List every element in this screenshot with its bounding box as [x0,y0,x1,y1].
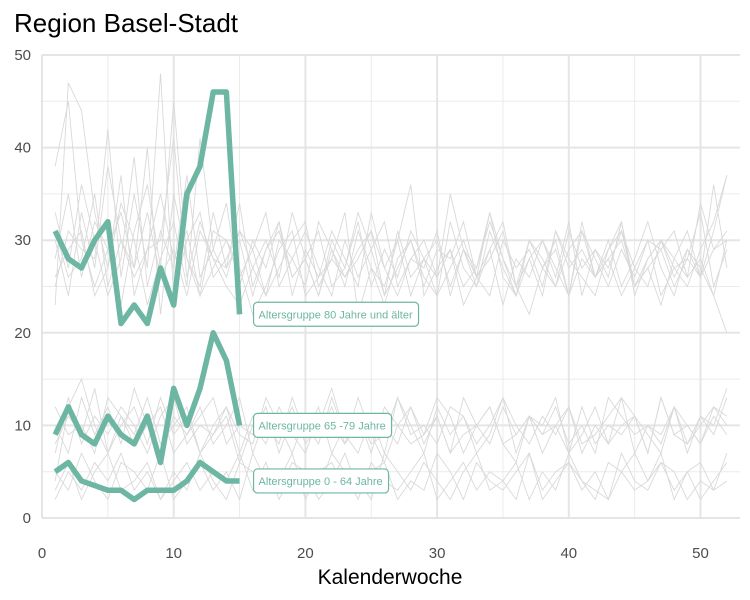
y-tick-label: 10 [14,417,31,434]
x-tick-label: 0 [38,545,46,562]
highlight-series-line [52,330,243,466]
x-tick-label: 10 [165,545,182,562]
background-series-line [54,175,728,298]
y-tick-label: 0 [23,510,31,527]
series-label-box [252,412,393,438]
background-series-line [54,451,728,501]
x-axis-label: Kalenderwoche [318,566,463,589]
grid-lines [41,54,740,519]
background-series-line [54,138,728,306]
series-label-text: Altersgruppe 80 Jahre und älter [259,309,413,321]
series-label-box [252,301,420,327]
x-tick-label: 20 [297,545,314,562]
series-label-box [252,468,390,494]
highlight-series-lines [52,89,243,503]
series-label: Altersgruppe 65 -79 Jahre [252,412,393,438]
axis-tick-labels: 0 10 20 30 40 50 0 10 20 30 40 50 [14,47,709,562]
y-tick-label: 30 [14,232,31,249]
x-tick-label: 40 [560,545,577,562]
background-series-line [54,451,728,501]
series-label: Altersgruppe 0 - 64 Jahre [252,468,390,494]
series-labels: Altersgruppe 80 Jahre und älter Altersgru… [252,301,420,494]
chart-title: Region Basel-Stadt [14,8,239,38]
series-label-text: Altersgruppe 0 - 64 Jahre [259,476,383,488]
background-series-line [54,166,728,333]
y-tick-label: 20 [14,325,31,342]
x-tick-label: 50 [692,545,709,562]
highlight-series-line [52,89,243,327]
series-label-text: Altersgruppe 65 -79 Jahre [259,420,386,432]
x-tick-label: 30 [429,545,446,562]
series-label: Altersgruppe 80 Jahre und älter [252,301,420,327]
y-tick-label: 50 [14,47,31,64]
y-tick-label: 40 [14,140,31,157]
highlight-series-line [53,459,240,503]
